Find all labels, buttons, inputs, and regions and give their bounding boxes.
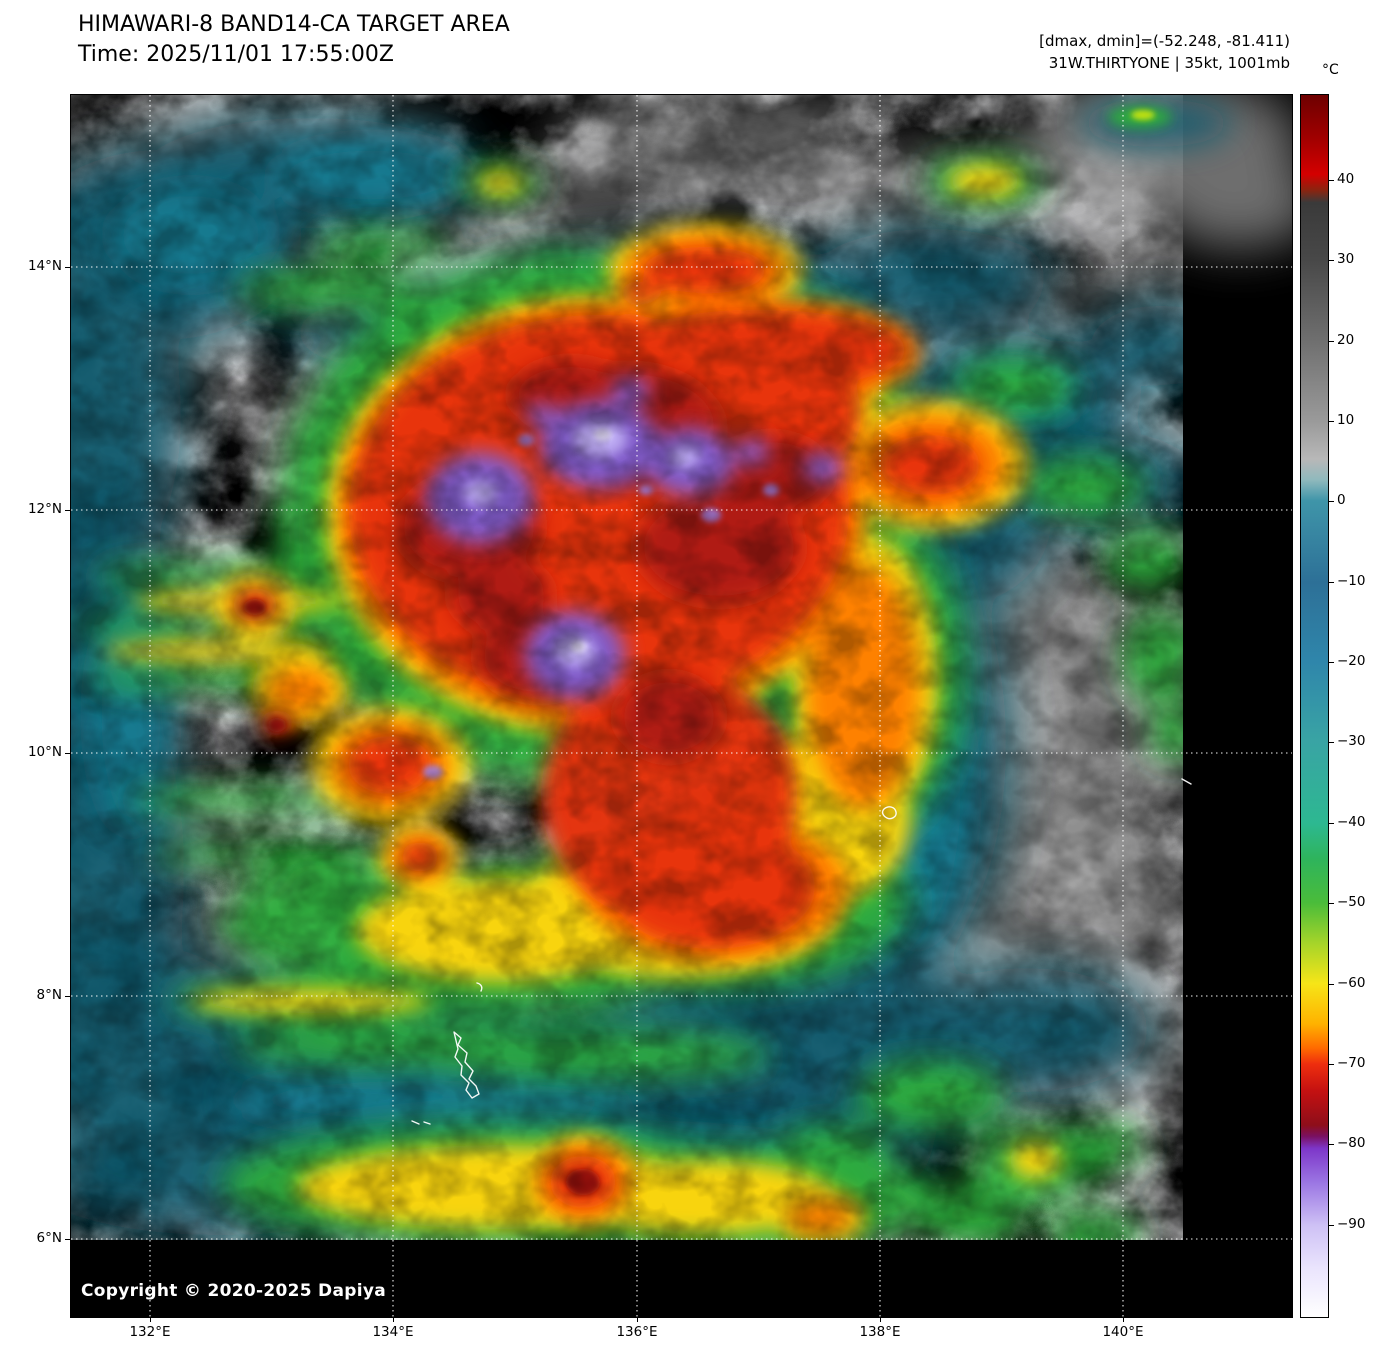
colorbar-tick xyxy=(1329,1064,1334,1065)
colorbar-tick xyxy=(1329,180,1334,181)
colorbar-tick-label: 0 xyxy=(1337,492,1346,508)
copyright: Copyright © 2020-2025 Dapiya xyxy=(81,1281,386,1301)
axis-tick xyxy=(393,1317,394,1322)
axis-tick xyxy=(880,1317,881,1322)
colorbar-tick xyxy=(1329,742,1334,743)
axis-tick xyxy=(65,753,70,754)
colorbar-tick-label: 40 xyxy=(1337,171,1355,187)
colorbar-tick-label: −80 xyxy=(1337,1135,1366,1151)
header-right: [dmax, dmin]=(-52.248, -81.411) 31W.THIR… xyxy=(1039,30,1290,74)
lat-label-14n: 14°N xyxy=(27,258,62,274)
colorbar-tick-label: −60 xyxy=(1337,975,1366,991)
colorbar-tick xyxy=(1329,903,1334,904)
colorbar-tick xyxy=(1329,1225,1334,1226)
lon-label-136e: 136°E xyxy=(616,1324,658,1340)
colorbar-tick-label: −10 xyxy=(1337,573,1366,589)
header-left: HIMAWARI-8 BAND14-CA TARGET AREA Time: 2… xyxy=(78,12,510,67)
lat-label-8n: 8°N xyxy=(36,987,62,1003)
colorbar-tick xyxy=(1329,1144,1334,1145)
lat-label-10n: 10°N xyxy=(27,744,62,760)
axis-tick xyxy=(150,1317,151,1322)
colorbar-tick-label: 10 xyxy=(1337,412,1355,428)
colorbar-tick xyxy=(1329,501,1334,502)
colorbar-tick-label: 30 xyxy=(1337,251,1355,267)
lon-label-140e: 140°E xyxy=(1102,1324,1144,1340)
colorbar-tick xyxy=(1329,984,1334,985)
satellite-image xyxy=(71,95,1292,1317)
colorbar-tick-label: −90 xyxy=(1337,1216,1366,1232)
colorbar-tick-label: −30 xyxy=(1337,733,1366,749)
axis-tick xyxy=(637,1317,638,1322)
colorbar-tick xyxy=(1329,662,1334,663)
colorbar-tick-label: −50 xyxy=(1337,894,1366,910)
colorbar xyxy=(1300,94,1329,1318)
map-frame: Copyright © 2020-2025 Dapiya xyxy=(70,94,1293,1318)
axis-tick xyxy=(65,996,70,997)
colorbar-unit: °C xyxy=(1322,62,1339,78)
axis-tick xyxy=(65,1239,70,1240)
lat-label-6n: 6°N xyxy=(36,1230,62,1246)
lon-label-134e: 134°E xyxy=(372,1324,414,1340)
axis-tick xyxy=(65,267,70,268)
colorbar-tick-label: −20 xyxy=(1337,653,1366,669)
lat-label-12n: 12°N xyxy=(27,501,62,517)
coastline-outlines xyxy=(411,778,1192,1125)
lon-label-138e: 138°E xyxy=(859,1324,901,1340)
colorbar-tick xyxy=(1329,421,1334,422)
colorbar-tick xyxy=(1329,341,1334,342)
colorbar-tick-label: 20 xyxy=(1337,332,1355,348)
storm-info: 31W.THIRTYONE | 35kt, 1001mb xyxy=(1048,54,1290,72)
colorbar-tick-label: −70 xyxy=(1337,1055,1366,1071)
colorbar-tick xyxy=(1329,823,1334,824)
figure-title: HIMAWARI-8 BAND14-CA TARGET AREA xyxy=(78,12,510,37)
stat-dmax-dmin: [dmax, dmin]=(-52.248, -81.411) xyxy=(1039,32,1290,50)
colorbar-tick xyxy=(1329,582,1334,583)
colorbar-tick xyxy=(1329,260,1334,261)
lon-label-132e: 132°E xyxy=(129,1324,171,1340)
axis-tick xyxy=(65,510,70,511)
graticule-grid xyxy=(71,95,1292,1317)
axis-tick xyxy=(1123,1317,1124,1322)
colorbar-tick-label: −40 xyxy=(1337,814,1366,830)
figure-time: Time: 2025/11/01 17:55:00Z xyxy=(78,42,394,67)
